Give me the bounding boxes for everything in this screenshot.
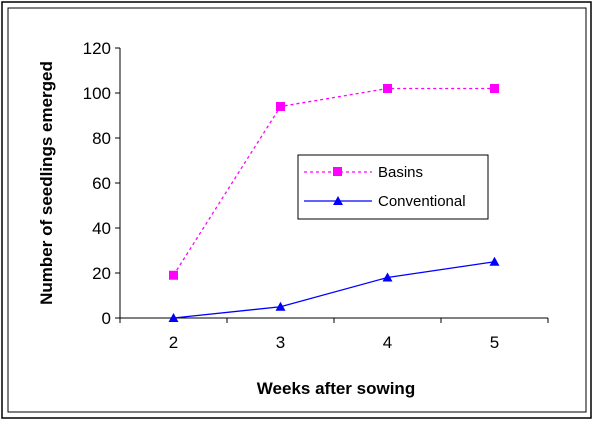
data-point-conventional bbox=[382, 272, 393, 282]
x-tick-label: 5 bbox=[490, 333, 499, 352]
data-point-basins bbox=[490, 84, 499, 93]
data-point-conventional bbox=[168, 313, 179, 322]
data-point-conventional bbox=[489, 256, 500, 266]
legend-box bbox=[297, 154, 489, 220]
x-tick-label: 2 bbox=[169, 333, 178, 352]
legend-label-conventional: Conventional bbox=[378, 193, 466, 210]
series-line-basins bbox=[172, 87, 495, 276]
data-point-basins bbox=[169, 270, 178, 280]
y-tick-label: 0 bbox=[102, 309, 111, 328]
legend-label-basins: Basins bbox=[378, 164, 423, 181]
y-tick-label: 40 bbox=[92, 219, 111, 238]
y-ticks: 0 20 40 60 80 100 120 bbox=[83, 39, 120, 328]
x-ticks: 2 3 4 5 bbox=[119, 318, 549, 352]
legend: Basins Conventional bbox=[297, 154, 489, 220]
y-axis-title: Number of seedlings emerged bbox=[37, 61, 56, 305]
x-tick-label: 3 bbox=[276, 333, 285, 352]
legend-marker-conventional bbox=[333, 196, 343, 205]
series-layer bbox=[168, 84, 500, 322]
x-tick-label: 4 bbox=[383, 333, 392, 352]
data-point-basins bbox=[276, 102, 285, 111]
y-tick-label: 100 bbox=[83, 84, 111, 103]
chart-inner-frame bbox=[7, 7, 587, 413]
y-tick-label: 20 bbox=[92, 264, 111, 283]
series-line-conventional bbox=[173, 261, 495, 319]
data-point-basins bbox=[383, 84, 392, 93]
y-tick-label: 80 bbox=[92, 129, 111, 148]
legend-marker-basins bbox=[333, 167, 342, 176]
data-point-conventional bbox=[275, 301, 286, 311]
y-tick-label: 60 bbox=[92, 174, 111, 193]
x-axis-title: Weeks after sowing bbox=[257, 379, 415, 398]
y-tick-label: 120 bbox=[83, 39, 111, 58]
